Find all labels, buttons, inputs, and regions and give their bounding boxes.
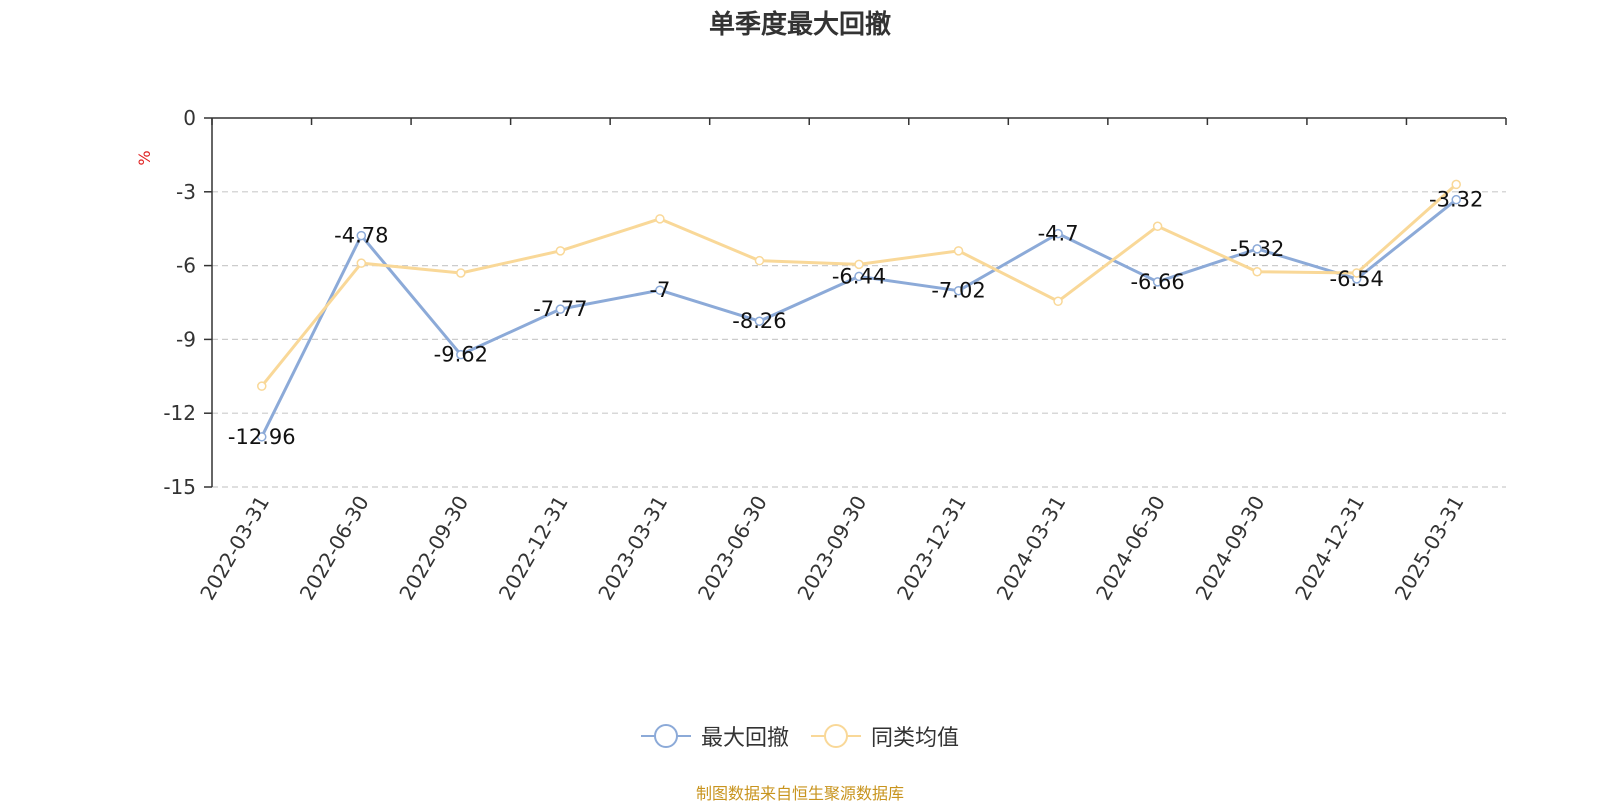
data-label: -7 (649, 278, 670, 302)
data-point (754, 316, 765, 326)
legend: 最大回撤 同类均值 (0, 720, 1600, 752)
x-tick-label: 2022-09-30 (394, 492, 473, 605)
data-point (854, 259, 864, 270)
data-point (754, 255, 765, 266)
data-label: -3.32 (1429, 188, 1483, 212)
data-point (1252, 267, 1262, 277)
x-tick-label: 2023-03-31 (593, 492, 672, 605)
legend-line-circle-icon (811, 724, 861, 748)
x-tick-label: 2024-06-30 (1091, 492, 1170, 605)
data-point (655, 285, 665, 295)
data-point (356, 230, 367, 241)
data-label: -4.78 (334, 224, 388, 248)
data-point (555, 246, 566, 256)
y-tick-label: -6 (176, 254, 196, 278)
y-tick-label: -3 (176, 180, 196, 204)
legend-line-circle-icon (640, 724, 691, 748)
x-tick-label: 2023-06-30 (693, 492, 772, 605)
data-point (1351, 268, 1362, 278)
data-point (257, 432, 267, 442)
y-axis-label: % (135, 150, 154, 165)
data-point (456, 349, 466, 360)
y-tick-label: -15 (163, 475, 196, 499)
x-tick-label: 2022-06-30 (295, 492, 374, 605)
data-point (1053, 228, 1063, 239)
data-label: -6.44 (832, 264, 886, 288)
line-chart: 0 -3 -6 -9 -12 -15% 2022-03-31 2022-06-30 2022-0… (135, 106, 1507, 605)
data-point (655, 214, 665, 224)
y-tick-label: -12 (163, 401, 196, 425)
x-tick-label: 2022-03-31 (195, 492, 274, 605)
data-label: -7.02 (931, 279, 985, 303)
data-label: -6.54 (1330, 267, 1384, 291)
data-point (1152, 221, 1163, 231)
data-label: -8.26 (732, 309, 786, 333)
data-point (854, 271, 864, 282)
y-tick-label: 0 (183, 106, 196, 130)
data-point (953, 246, 964, 256)
data-point (1252, 244, 1262, 254)
legend-item-series-1[interactable]: 最大回撤 (640, 720, 789, 752)
data-label: -5.32 (1230, 237, 1284, 261)
data-point (257, 381, 267, 391)
series-line-1 (260, 198, 1458, 438)
x-tick-label: 2022-12-31 (494, 492, 573, 605)
x-tick-label: 2025-03-31 (1390, 492, 1469, 605)
data-point (1451, 194, 1461, 205)
data-label: -7.77 (533, 297, 587, 321)
data-label: -12.96 (228, 425, 296, 449)
legend-label: 最大回撤 (700, 726, 789, 751)
y-tick-label: -9 (176, 327, 196, 351)
data-label: -4.7 (1038, 222, 1079, 246)
x-tick-label: 2023-12-31 (892, 492, 971, 605)
legend-item-series-2[interactable]: 同类均值 (811, 720, 959, 752)
data-point (555, 304, 566, 314)
source-note: 制图数据来自恒生聚源数据库 (695, 784, 904, 803)
x-tick-label: 2023-09-30 (792, 492, 871, 605)
data-label: -6.66 (1130, 270, 1184, 294)
data-point (953, 285, 964, 296)
x-tick-label: 2024-09-30 (1191, 492, 1270, 605)
data-point (1053, 296, 1063, 307)
legend-label: 同类均值 (871, 726, 960, 751)
x-tick-label: 2024-03-31 (992, 492, 1071, 605)
data-point (1152, 277, 1163, 287)
data-point (1451, 179, 1461, 190)
x-tick-label: 2024-12-31 (1290, 492, 1369, 605)
data-point (356, 258, 367, 268)
data-point (456, 268, 466, 278)
data-label: -9.62 (434, 343, 488, 367)
chart-title: 单季度最大回撤 (708, 10, 891, 40)
